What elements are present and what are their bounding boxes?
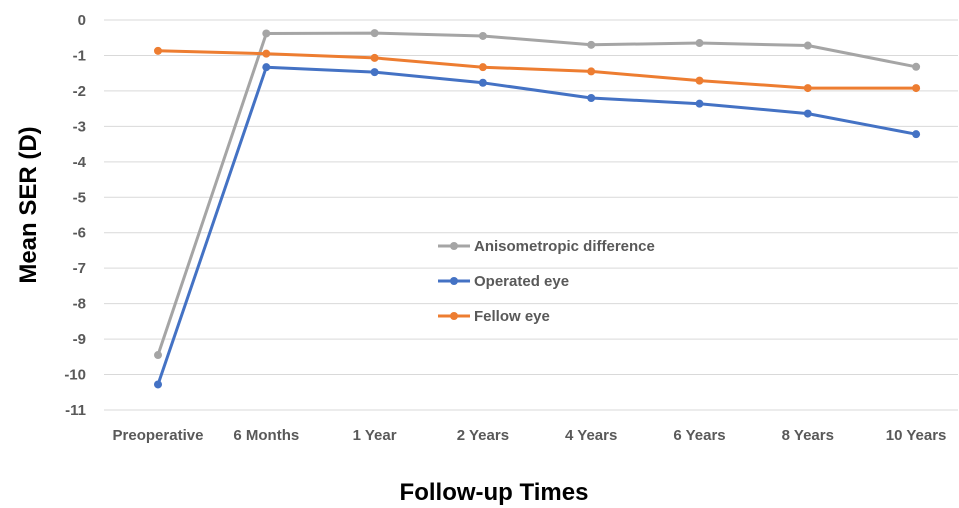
data-point — [262, 29, 271, 38]
legend-swatch-marker — [450, 277, 458, 285]
data-point — [695, 99, 704, 108]
data-point — [478, 31, 487, 40]
y-tick-label: -2 — [73, 83, 86, 100]
series-2 — [154, 46, 921, 93]
data-point — [370, 68, 379, 77]
data-point — [370, 53, 379, 62]
series-1 — [154, 63, 921, 389]
data-point — [370, 29, 379, 38]
data-point — [912, 130, 921, 139]
y-axis-title: Mean SER (D) — [15, 126, 42, 283]
data-point — [803, 109, 812, 118]
y-tick-label: -4 — [73, 154, 87, 171]
data-point — [587, 94, 596, 102]
legend-swatch-marker — [450, 312, 458, 320]
legend-item: Fellow eye — [438, 308, 550, 325]
data-point — [695, 39, 704, 48]
y-tick-label: -3 — [73, 118, 86, 135]
x-tick-label: 2 Years — [457, 427, 509, 444]
data-point — [587, 67, 596, 76]
data-point — [912, 84, 921, 93]
x-tick-label: 10 Years — [886, 427, 947, 444]
legend: Anisometropic difference Operated eye Fell… — [438, 238, 655, 325]
series-lines — [154, 29, 921, 389]
data-point — [262, 49, 271, 58]
y-tick-label: -9 — [73, 331, 86, 348]
x-tick-label: 6 Months — [233, 427, 299, 444]
legend-label: Operated eye — [474, 273, 569, 290]
series-line — [156, 31, 917, 356]
y-tick-label: -8 — [73, 296, 86, 313]
y-tick-label: -5 — [73, 189, 86, 206]
x-tick-label: 8 Years — [782, 427, 834, 444]
legend-label: Anisometropic difference — [474, 238, 655, 255]
data-point — [695, 76, 704, 85]
data-point — [154, 351, 162, 360]
x-tick-label: 6 Years — [673, 427, 725, 444]
x-axis-title: Follow-up Times — [400, 479, 589, 506]
data-point — [154, 46, 162, 55]
y-tick-label: -10 — [64, 367, 86, 384]
data-point — [478, 63, 487, 72]
y-tick-label: -11 — [65, 402, 86, 419]
data-point — [154, 380, 162, 389]
x-tick-label: 1 Year — [353, 427, 397, 444]
gridlines — [104, 19, 958, 411]
y-tick-label: 0 — [78, 12, 86, 29]
y-tick-label: -1 — [73, 47, 86, 64]
series-line — [156, 65, 917, 385]
y-axis-ticks: 0 -1 -2 -3 -4 -5 -6 -7 -8 -9 -10 -11 — [64, 12, 86, 419]
data-point — [587, 40, 596, 49]
data-point — [803, 84, 812, 93]
y-tick-label: -7 — [73, 260, 86, 277]
data-point — [478, 78, 487, 87]
legend-item: Operated eye — [438, 273, 569, 290]
legend-swatch-marker — [450, 242, 458, 250]
x-axis-ticks: Preoperative 6 Months 1 Year 2 Years 4 Years… — [113, 427, 947, 444]
data-point — [803, 41, 812, 50]
data-point — [912, 62, 921, 71]
data-point — [262, 63, 271, 72]
x-tick-label: Preoperative — [113, 427, 204, 444]
y-tick-label: -6 — [73, 225, 86, 242]
legend-item: Anisometropic difference — [438, 238, 655, 255]
series-0 — [154, 29, 921, 360]
legend-label: Fellow eye — [474, 308, 550, 325]
x-tick-label: 4 Years — [565, 427, 617, 444]
series-line — [157, 49, 917, 90]
